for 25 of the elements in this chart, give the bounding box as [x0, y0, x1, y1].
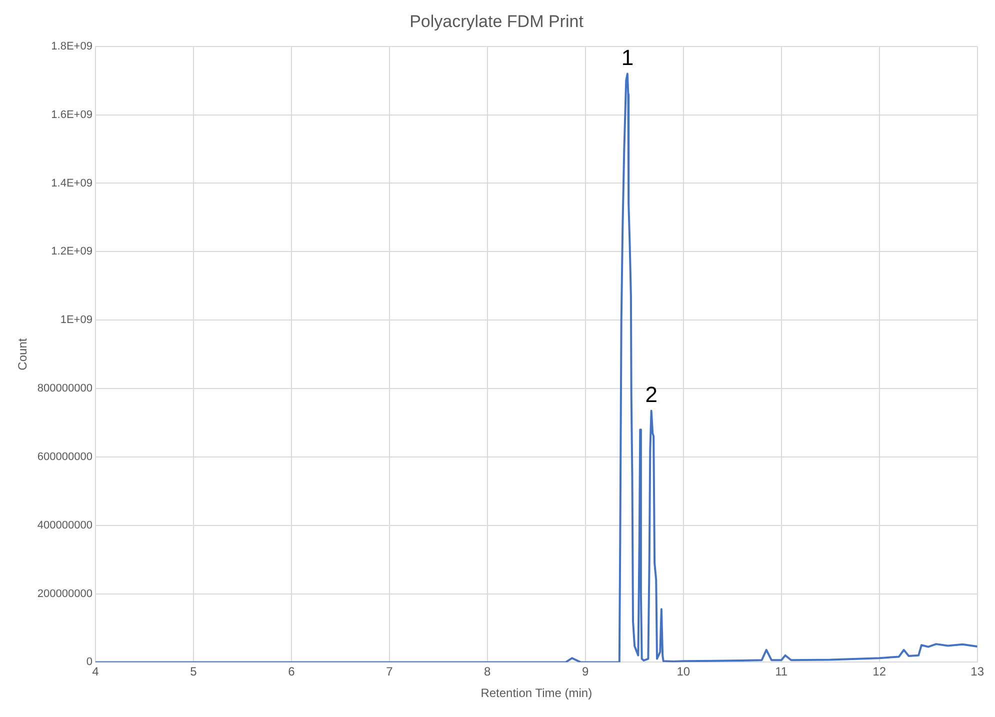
y-tick-label: 1.4E+09 [51, 177, 92, 190]
y-tick-label: 1E+09 [60, 314, 92, 326]
x-tick-label: 6 [288, 664, 296, 679]
y-tick-label: 1.6E+09 [51, 108, 92, 121]
y-tick-label: 1.8E+09 [51, 40, 92, 52]
x-tick-label: 12 [872, 664, 886, 679]
x-tick-label: 4 [92, 664, 100, 679]
y-tick-label: 600000000 [37, 450, 92, 463]
chart-title: Polyacrylate FDM Print [410, 12, 584, 31]
y-tick-label: 1.2E+09 [51, 246, 92, 258]
y-tick-label: 400000000 [37, 519, 92, 532]
x-tick-label: 10 [676, 664, 690, 679]
y-axis-title: Count [16, 338, 30, 370]
y-tick-label: 200000000 [37, 588, 92, 600]
x-axis-title: Retention Time (min) [480, 686, 592, 700]
x-tick-label: 7 [386, 664, 394, 679]
annotation: 2 [645, 382, 658, 407]
y-tick-label: 800000000 [37, 382, 92, 395]
annotation: 1 [621, 44, 634, 70]
x-tick-label: 13 [970, 664, 984, 679]
x-tick-label: 8 [484, 664, 492, 679]
y-tick-label: 0 [86, 656, 92, 668]
x-tick-label: 11 [775, 664, 788, 679]
x-tick-label: 5 [190, 664, 198, 679]
x-tick-label: 9 [582, 664, 590, 679]
